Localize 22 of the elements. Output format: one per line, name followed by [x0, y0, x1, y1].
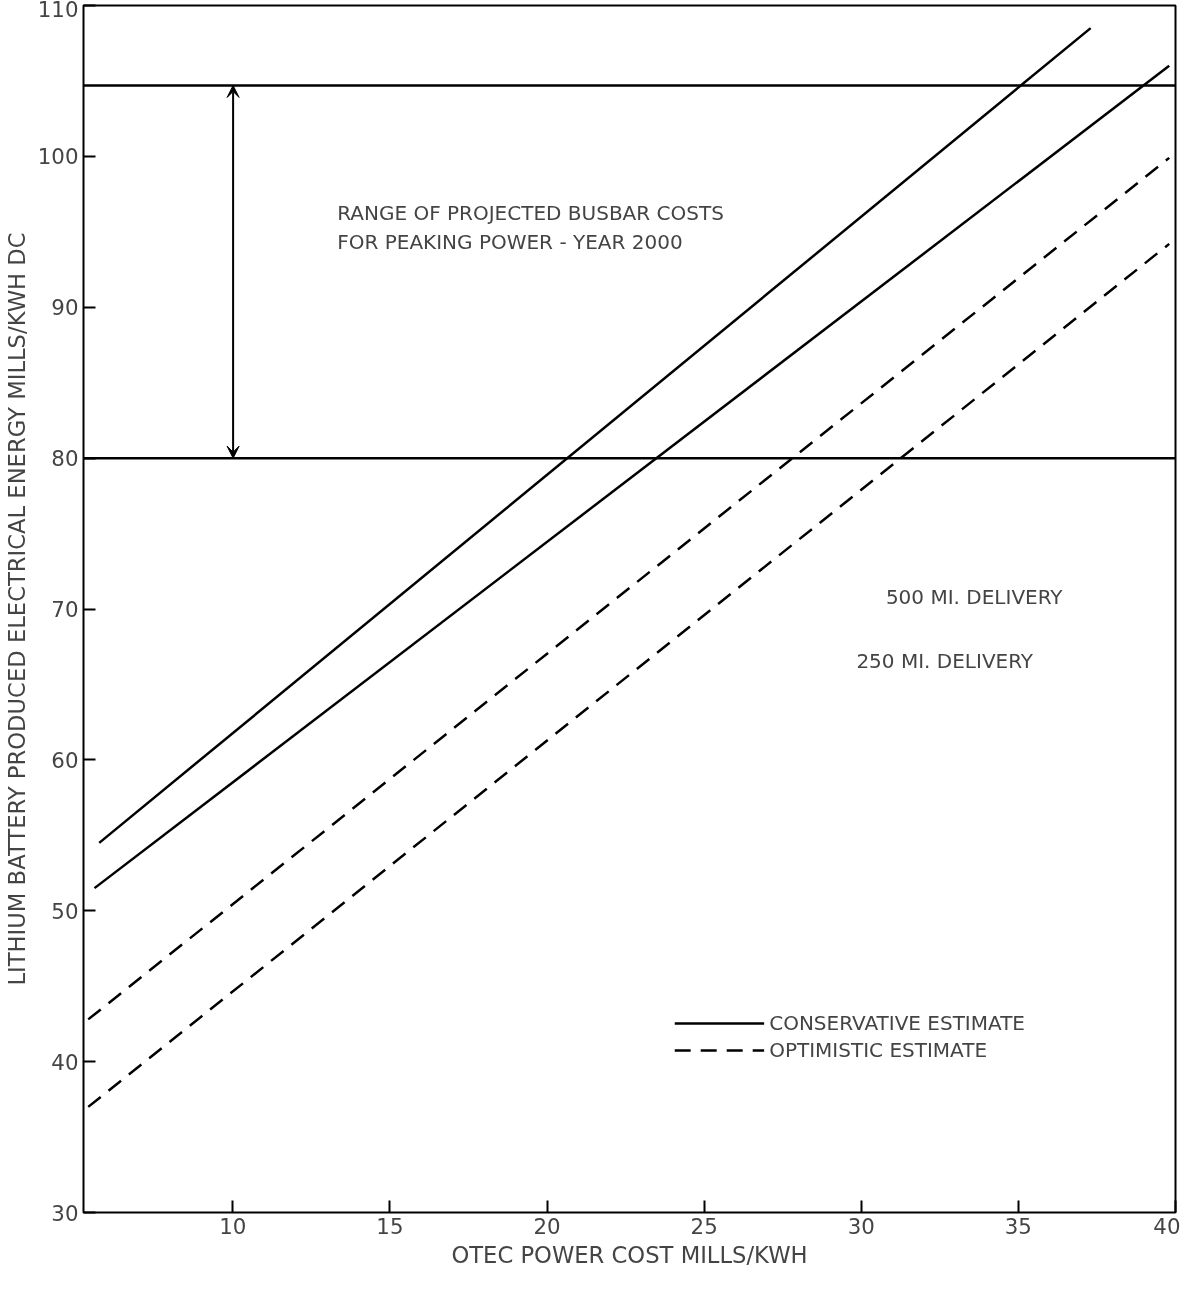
x-tick-label: 25	[690, 1213, 718, 1239]
x-tick-label: 15	[376, 1213, 404, 1239]
y-axis-title: LITHIUM BATTERY PRODUCED ELECTRICAL ENERGY MILLS/KWH DC	[3, 232, 30, 986]
y-tick-label: 60	[51, 747, 79, 773]
x-tick-label: 40	[1153, 1213, 1181, 1239]
legend-label: CONSERVATIVE ESTIMATE	[769, 1011, 1025, 1035]
x-tick-label: 10	[219, 1213, 247, 1239]
annotation: RANGE OF PROJECTED BUSBAR COSTS FOR PEAKING POWER - YEAR 2000	[337, 200, 724, 254]
x-axis-title: OTEC POWER COST MILLS/KWH	[451, 1241, 808, 1268]
annotation: 250 MI. DELIVERY	[856, 648, 1034, 673]
y-tick-label: 50	[51, 898, 79, 924]
x-tick-label: 35	[1004, 1213, 1032, 1239]
y-tick-label: 70	[51, 597, 79, 622]
y-tick-label: 40	[51, 1049, 79, 1075]
y-tick-label: 100	[37, 144, 79, 170]
y-tick-label: 80	[51, 446, 79, 472]
y-tick-label: 90	[51, 295, 79, 321]
annotation: 500 MI. DELIVERY	[885, 585, 1064, 610]
x-tick-label: 30	[847, 1213, 875, 1239]
x-tick-label: 20	[533, 1213, 561, 1239]
y-tick-label: 110	[37, 0, 79, 22]
legend-label: OPTIMISTIC ESTIMATE	[769, 1038, 988, 1062]
